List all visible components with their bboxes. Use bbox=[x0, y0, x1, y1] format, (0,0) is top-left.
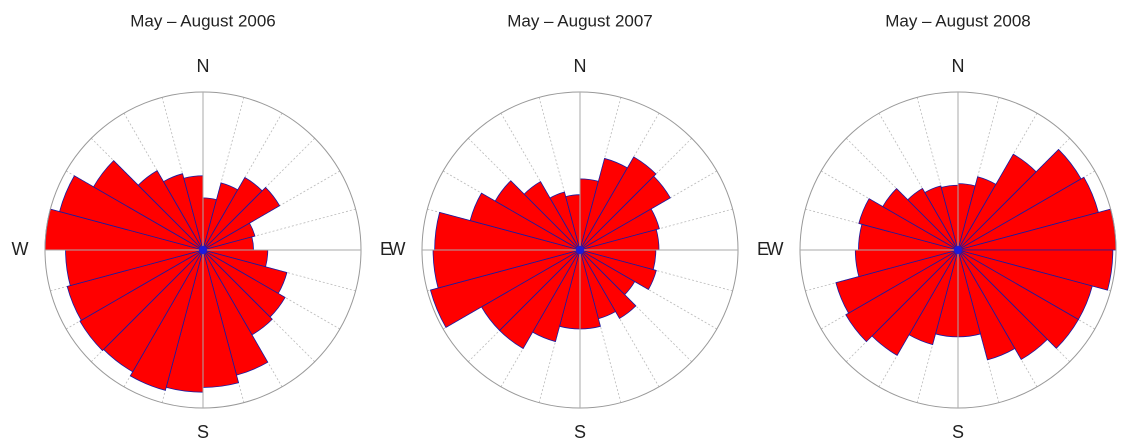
sector-bar bbox=[129, 249, 204, 391]
direction-label: S bbox=[574, 422, 586, 441]
sector-bar bbox=[845, 249, 959, 343]
chart-title: May – August 2008 bbox=[885, 11, 1031, 30]
sector-bar bbox=[429, 249, 581, 328]
sector-bar bbox=[494, 180, 581, 251]
sector-bar bbox=[92, 160, 204, 251]
direction-label: N bbox=[197, 56, 210, 76]
sector-bar bbox=[882, 187, 959, 251]
sector-bar bbox=[549, 191, 581, 251]
direction-label: E bbox=[757, 239, 769, 259]
center-dot bbox=[576, 246, 584, 254]
direction-label: W bbox=[389, 239, 406, 259]
sector-bar bbox=[202, 186, 281, 251]
sector-bar bbox=[924, 185, 959, 251]
direction-label: N bbox=[952, 56, 965, 76]
sector-bar bbox=[858, 198, 959, 251]
sector-bar bbox=[469, 192, 581, 251]
center-dot bbox=[199, 246, 207, 254]
sector-bar bbox=[579, 208, 660, 251]
direction-label: W bbox=[12, 239, 29, 259]
direction-label: W bbox=[767, 239, 784, 259]
sector-bar bbox=[957, 249, 1016, 361]
sector-bar bbox=[579, 249, 657, 291]
direction-label: N bbox=[574, 56, 587, 76]
direction-label: E bbox=[380, 239, 392, 259]
chart-title: May – August 2007 bbox=[507, 11, 653, 30]
sector-bar bbox=[579, 249, 637, 319]
sector-bar bbox=[907, 187, 959, 251]
direction-label: S bbox=[197, 422, 209, 441]
sector-bar bbox=[137, 170, 204, 251]
sector-bar bbox=[579, 175, 671, 251]
sector-bar bbox=[202, 222, 256, 251]
sector-bar bbox=[59, 175, 204, 251]
sector-bar bbox=[79, 249, 204, 352]
sector-bar bbox=[579, 156, 657, 251]
sector-bar bbox=[835, 249, 959, 314]
sector-bar bbox=[957, 249, 1079, 349]
direction-label: S bbox=[952, 422, 964, 441]
chart-title: May – August 2006 bbox=[130, 11, 276, 30]
center-dot bbox=[954, 246, 962, 254]
sector-bar bbox=[523, 181, 581, 251]
sector-bar bbox=[957, 249, 1048, 361]
sector-bar bbox=[162, 173, 204, 251]
sector-bar bbox=[66, 249, 204, 321]
